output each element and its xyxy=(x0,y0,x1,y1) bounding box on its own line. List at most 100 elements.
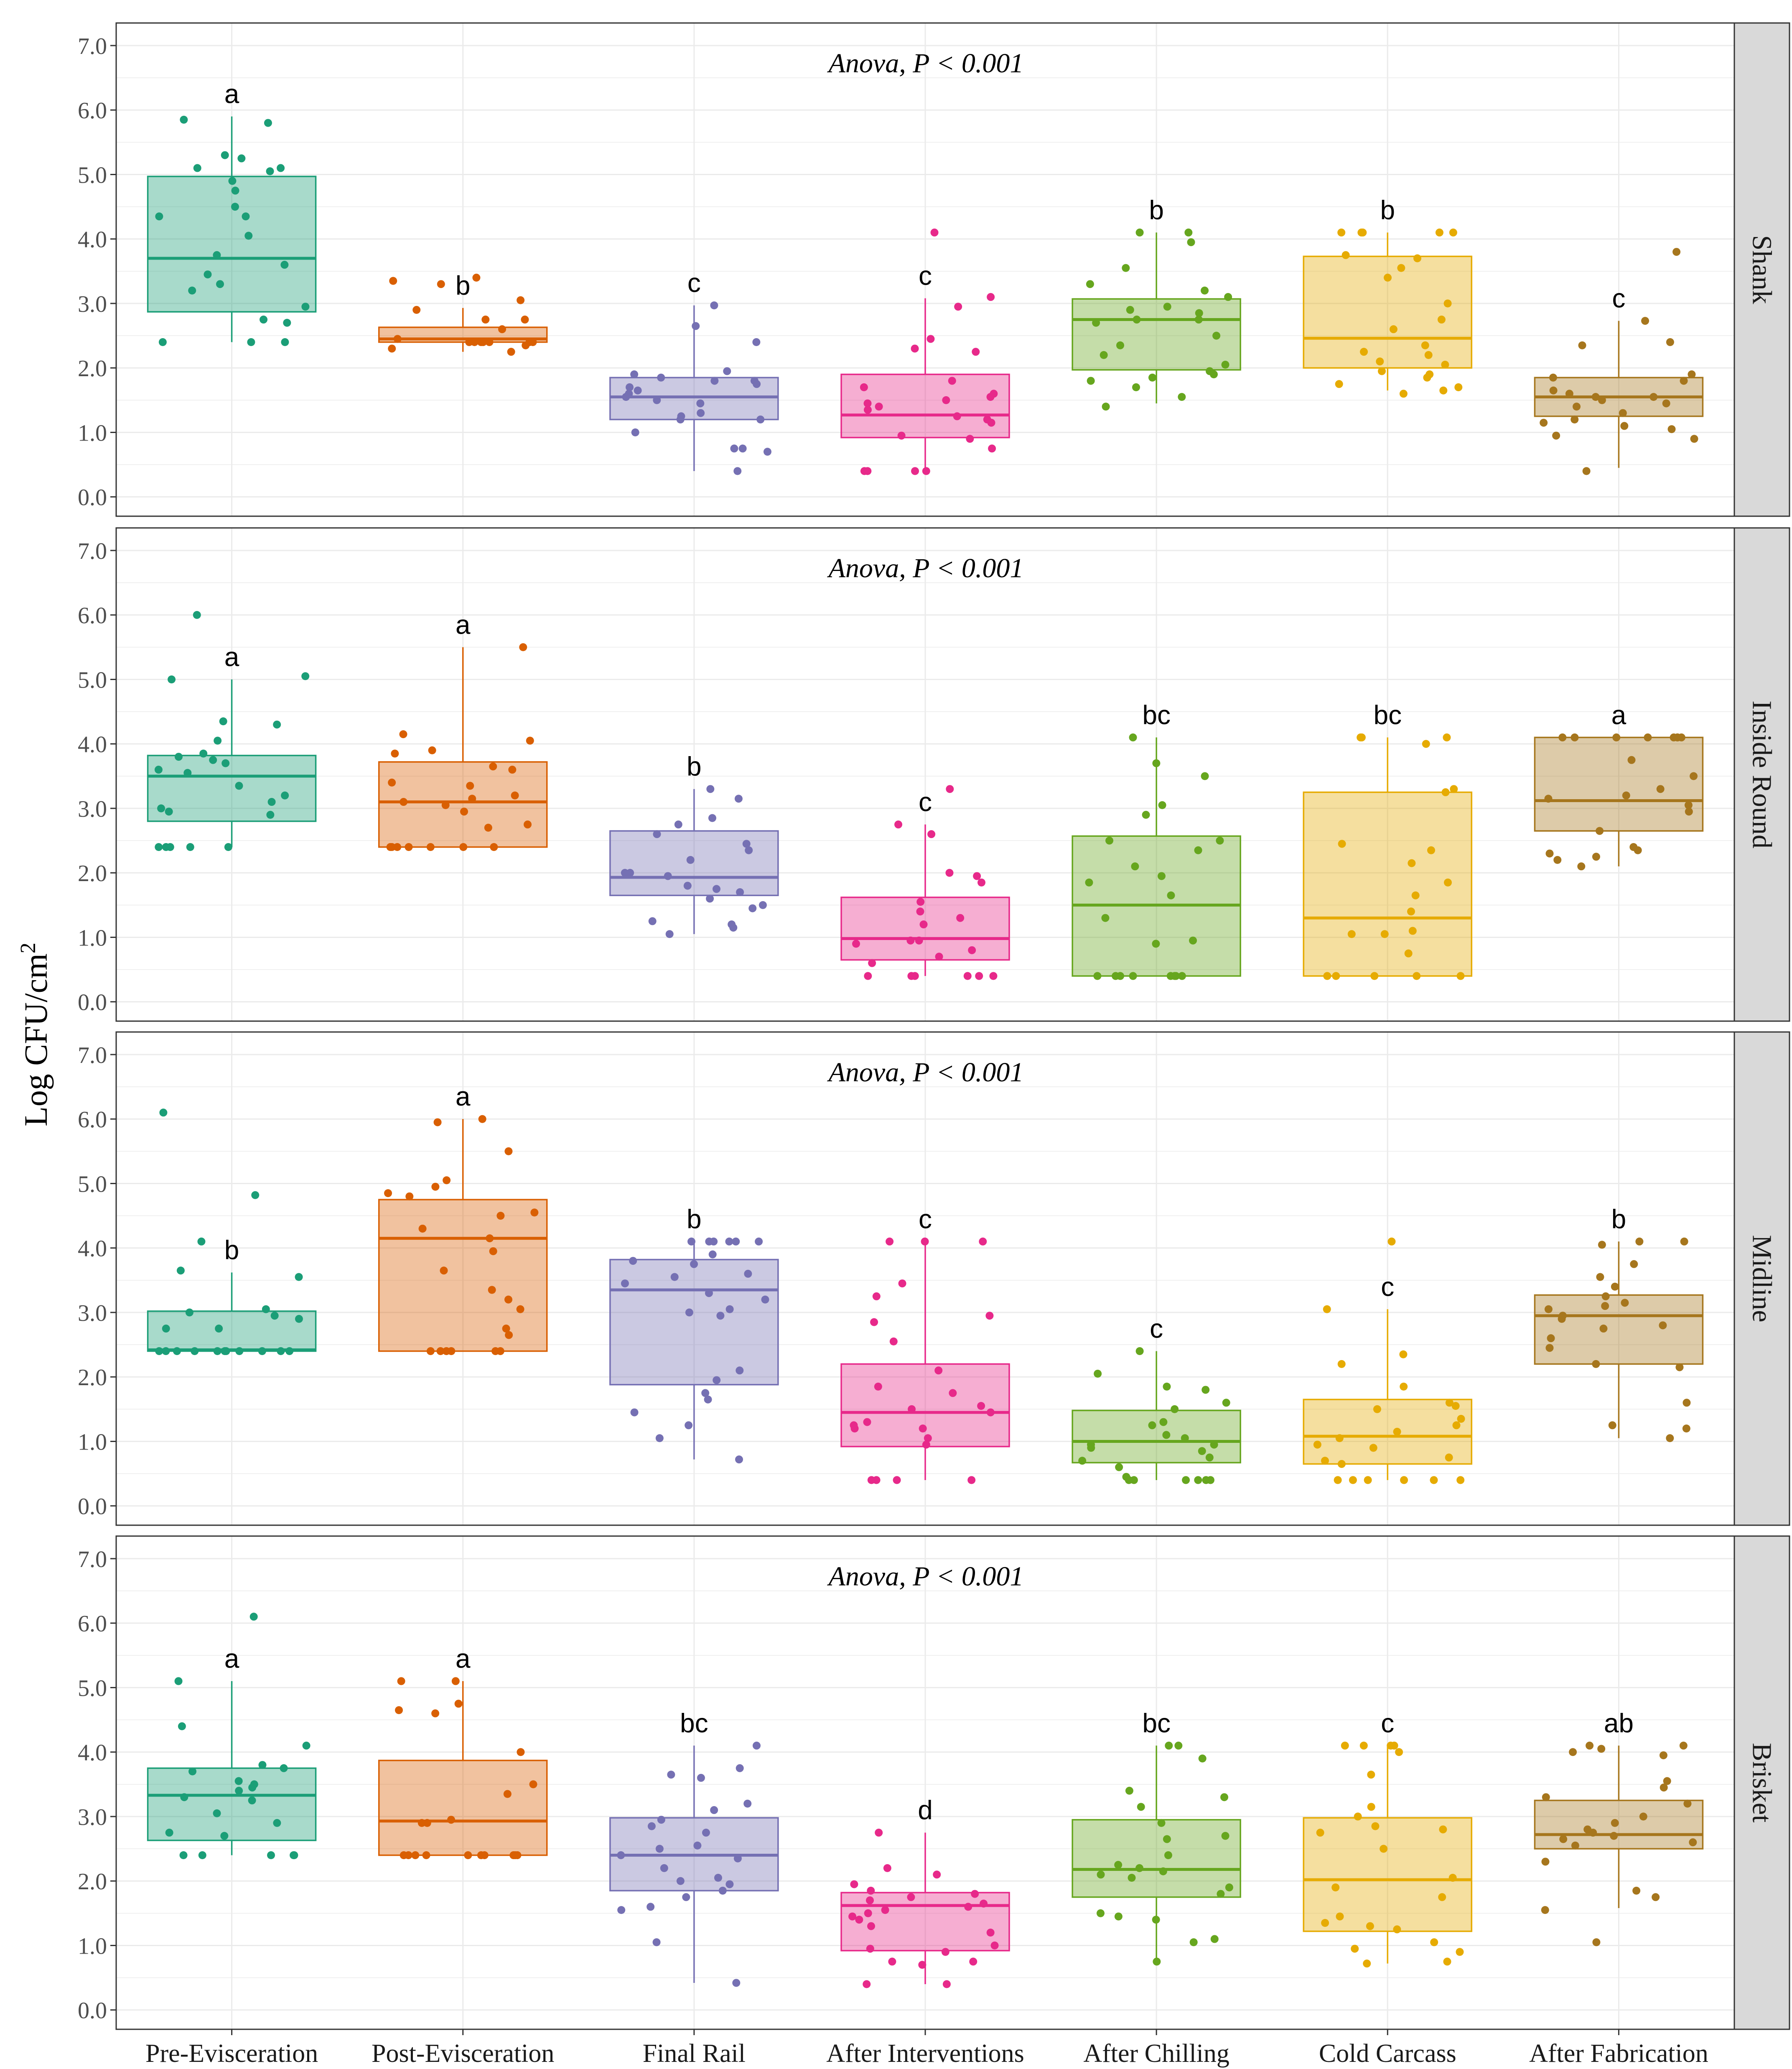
data-point xyxy=(1582,467,1591,475)
data-point xyxy=(1122,264,1130,272)
data-point xyxy=(440,1266,448,1275)
data-point xyxy=(1201,772,1209,780)
data-point xyxy=(1334,1476,1342,1484)
data-point xyxy=(855,1916,863,1924)
data-point xyxy=(986,1408,995,1417)
data-point xyxy=(725,1237,733,1246)
data-point xyxy=(237,154,246,163)
data-point xyxy=(283,319,291,327)
data-point xyxy=(1421,341,1429,349)
data-point xyxy=(529,338,537,347)
data-point xyxy=(242,212,250,221)
data-point xyxy=(517,296,525,304)
anova-annotation: Anova, P < 0.001 xyxy=(827,553,1024,583)
data-point xyxy=(686,856,695,864)
data-point xyxy=(1675,1363,1684,1371)
data-point xyxy=(1347,930,1356,938)
box-iqr xyxy=(1303,1817,1473,1932)
significance-letter: bc xyxy=(1142,700,1171,730)
data-point xyxy=(1360,348,1368,356)
data-point xyxy=(1443,1957,1451,1966)
data-point xyxy=(911,972,919,980)
data-point xyxy=(756,415,765,424)
data-point xyxy=(174,1677,183,1685)
data-point xyxy=(631,428,639,436)
data-point xyxy=(1152,1916,1160,1924)
data-point xyxy=(866,1944,874,1953)
data-point xyxy=(1443,878,1452,887)
data-point xyxy=(1599,1325,1608,1333)
data-point xyxy=(503,1790,512,1798)
data-point xyxy=(989,972,998,980)
data-point xyxy=(949,1389,957,1397)
data-point xyxy=(221,151,229,159)
data-point xyxy=(676,1877,685,1885)
data-point xyxy=(1666,1434,1674,1442)
data-point xyxy=(214,736,222,745)
significance-letter: bc xyxy=(1142,1708,1171,1738)
data-point xyxy=(850,1880,858,1888)
data-point xyxy=(1445,1453,1453,1462)
data-point xyxy=(1128,1874,1136,1882)
x-tick-label: Cold Carcass xyxy=(1319,2039,1456,2068)
data-point xyxy=(1611,1819,1619,1827)
data-point xyxy=(1341,251,1350,259)
data-point xyxy=(1413,972,1421,980)
significance-letter: a xyxy=(224,642,239,672)
data-point xyxy=(215,1325,223,1333)
data-point xyxy=(1152,759,1161,767)
data-point xyxy=(725,1880,734,1888)
data-point xyxy=(1541,1858,1550,1866)
data-point xyxy=(180,115,188,124)
y-tick-label: 7.0 xyxy=(78,538,107,564)
data-point xyxy=(714,1874,722,1882)
data-point xyxy=(863,399,872,408)
data-point xyxy=(617,1906,626,1914)
data-point xyxy=(881,1906,889,1914)
data-point xyxy=(966,435,974,443)
data-point xyxy=(183,769,192,777)
data-point xyxy=(868,959,876,967)
data-point xyxy=(174,753,183,761)
data-point xyxy=(942,396,950,404)
data-point xyxy=(481,316,490,324)
data-point xyxy=(213,1809,221,1817)
data-point xyxy=(384,1189,392,1198)
data-point xyxy=(1366,1922,1374,1930)
data-point xyxy=(697,1773,705,1782)
data-point xyxy=(963,972,972,980)
data-point xyxy=(1373,1405,1381,1413)
data-point xyxy=(180,1793,188,1801)
data-point xyxy=(1178,972,1186,980)
significance-letter: b xyxy=(1611,1204,1627,1234)
y-tick-label: 0.0 xyxy=(78,1998,107,2024)
data-point xyxy=(725,1305,734,1313)
data-point xyxy=(1598,396,1606,404)
data-point xyxy=(155,1347,163,1356)
data-point xyxy=(1596,1273,1604,1281)
data-point xyxy=(915,936,923,945)
data-point xyxy=(465,338,473,347)
data-point xyxy=(511,791,519,800)
data-point xyxy=(1181,1434,1189,1442)
x-tick-label: Pre-Evisceration xyxy=(145,2039,318,2068)
data-point xyxy=(273,720,281,729)
data-point xyxy=(660,1864,668,1872)
data-point xyxy=(1148,373,1157,382)
data-point xyxy=(436,1347,445,1356)
data-point xyxy=(162,1347,170,1356)
data-point xyxy=(1354,1812,1362,1821)
data-point xyxy=(755,1237,763,1246)
data-point xyxy=(526,736,534,745)
data-point xyxy=(1441,361,1449,369)
data-point xyxy=(1187,238,1195,246)
data-point xyxy=(1131,862,1139,871)
data-point xyxy=(713,1376,721,1384)
data-point xyxy=(1690,772,1698,780)
data-point xyxy=(941,1948,949,1956)
box-iqr xyxy=(1534,1294,1704,1365)
data-point xyxy=(1184,228,1193,237)
data-point xyxy=(1157,872,1166,880)
data-point xyxy=(1620,422,1629,430)
data-point xyxy=(916,907,924,916)
